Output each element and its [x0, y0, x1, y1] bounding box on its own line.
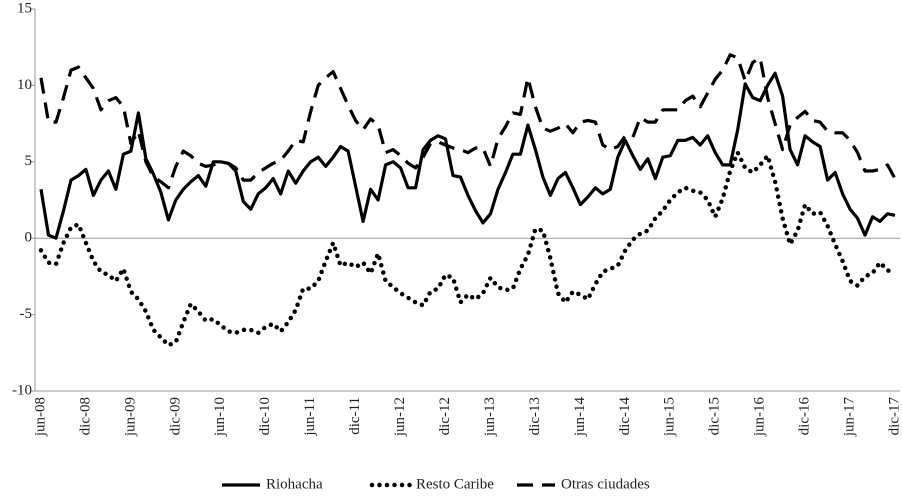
x-tick-label: jun-09 [122, 397, 138, 437]
x-tick-label: dic-10 [257, 397, 273, 435]
y-tick-label: -10 [12, 382, 32, 398]
x-tick-label: jun-14 [572, 397, 588, 438]
y-tick-label: 0 [25, 230, 33, 246]
x-tick-label: dic-14 [617, 397, 633, 436]
legend-label: Resto Caribe [416, 476, 494, 492]
x-tick-label: jun-13 [482, 397, 498, 437]
x-tick-label: dic-12 [437, 397, 453, 435]
x-tick-label: jun-11 [302, 397, 318, 437]
y-tick-label: 5 [25, 153, 33, 169]
x-tick-label: jun-17 [841, 397, 857, 438]
series-line [39, 53, 897, 190]
x-tick-label: dic-17 [886, 397, 902, 436]
x-tick-label: jun-15 [662, 397, 678, 437]
x-tick-label: dic-13 [527, 397, 543, 435]
legend-label: Otras ciudades [561, 476, 650, 492]
x-tick-label: jun-10 [212, 397, 228, 437]
y-tick-label: -5 [20, 306, 33, 322]
series-line [39, 71, 896, 240]
x-tick-label: dic-11 [347, 397, 363, 435]
x-tick-label: dic-16 [797, 397, 813, 436]
x-tick-label: jun-08 [32, 397, 48, 437]
y-tick-label: 15 [17, 0, 32, 16]
x-tick-label: dic-15 [707, 397, 723, 435]
x-tick-label: jun-12 [392, 397, 408, 437]
x-tick-label: dic-09 [167, 397, 183, 435]
x-tick-label: jun-16 [752, 397, 768, 438]
legend-label: Riohacha [266, 476, 323, 492]
y-tick-label: 10 [17, 77, 32, 93]
series-line [38, 150, 898, 348]
x-tick-label: dic-08 [77, 397, 93, 435]
